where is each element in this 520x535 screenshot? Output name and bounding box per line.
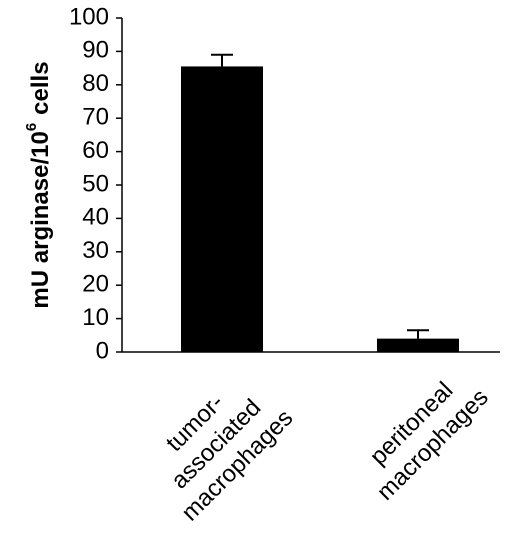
y-tick-label: 50: [82, 170, 109, 197]
y-label-text: mU arginase/10: [27, 131, 54, 308]
bar: [377, 338, 459, 352]
y-label-superscript: 6: [23, 123, 40, 131]
y-tick-label: 100: [69, 3, 109, 30]
y-label-suffix: cells: [27, 61, 54, 114]
y-tick-label: 40: [82, 204, 109, 231]
y-tick-label: 70: [82, 104, 109, 131]
y-tick-label: 20: [82, 271, 109, 298]
y-tick-label: 30: [82, 237, 109, 264]
y-tick-label: 0: [96, 337, 109, 364]
y-axis-label: mU arginase/106 cells: [23, 61, 54, 308]
bar: [181, 66, 263, 353]
y-tick-label: 90: [82, 37, 109, 64]
y-tick-label: 80: [82, 70, 109, 97]
y-tick-label: 10: [82, 304, 109, 331]
y-tick-label: 60: [82, 137, 109, 164]
